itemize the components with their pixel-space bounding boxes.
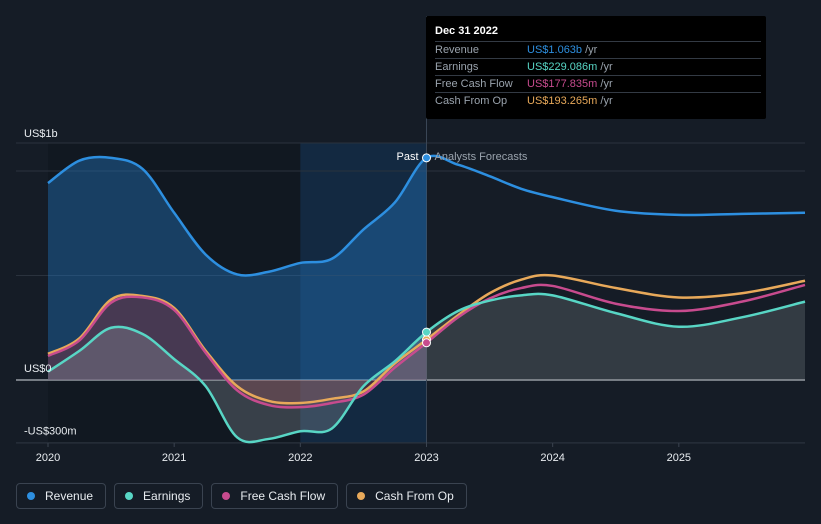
y-tick-label: -US$300m	[24, 426, 77, 438]
legend-label: Cash From Op	[375, 489, 454, 503]
tooltip-value: US$1.063b /yr	[527, 44, 598, 56]
tooltip-name: Earnings	[435, 61, 479, 73]
tooltip-value: US$177.835m /yr	[527, 78, 613, 90]
earnings-point	[422, 327, 431, 337]
legend-label: Earnings	[143, 489, 191, 503]
tooltip-value: US$229.086m /yr	[527, 61, 613, 73]
free-cash-flow-line	[47, 283, 806, 409]
legend-label: Revenue	[45, 489, 94, 503]
y-tick-label: US$1b	[24, 128, 58, 140]
legend-item-earnings[interactable]: Earnings	[114, 483, 204, 509]
legend-dot-icon	[27, 492, 35, 500]
tooltip-row-cfo: Cash From Op US$193.265m /yr	[435, 92, 761, 109]
y-tick-label: US$0	[24, 363, 52, 375]
cash-from-op-line	[47, 273, 806, 405]
legend-dot-icon	[125, 492, 134, 500]
earnings-area-past	[48, 326, 427, 443]
legend-label: Free Cash Flow	[240, 489, 326, 503]
free-cash-flow-area-past	[48, 296, 427, 408]
tooltip-row-fcf: Free Cash Flow US$177.835m /yr	[435, 75, 761, 92]
x-tick-label: 2021	[162, 452, 186, 464]
x-tick-label: 2024	[540, 452, 564, 464]
past-label: Past	[396, 151, 418, 163]
legend: Revenue Earnings Free Cash Flow Cash Fro…	[16, 483, 467, 511]
x-tick-label: 2023	[414, 452, 438, 464]
cash-from-op-area-past	[48, 294, 427, 404]
tooltip-name: Revenue	[435, 44, 480, 56]
tooltip-value: US$193.265m /yr	[527, 95, 613, 107]
tooltip-row-earnings: Earnings US$229.086m /yr	[435, 58, 761, 75]
forecast-label: Analysts Forecasts	[435, 151, 528, 163]
free-cash-flow-point	[422, 338, 431, 348]
revenue-point	[422, 153, 431, 163]
revenue-area-past	[48, 156, 427, 380]
earnings-line	[47, 292, 806, 444]
x-tick-label: 2022	[288, 452, 312, 464]
legend-dot-icon	[357, 492, 366, 500]
earnings-area-forecast	[426, 293, 805, 380]
legend-item-revenue[interactable]: Revenue	[16, 483, 107, 509]
tooltip-name: Cash From Op	[435, 95, 508, 107]
legend-dot-icon	[222, 492, 231, 500]
highlight-band	[300, 143, 427, 443]
tooltip-date: Dec 31 2022	[435, 25, 498, 37]
x-tick-label: 2020	[36, 452, 60, 464]
x-tick-label: 2025	[667, 452, 691, 464]
tooltip-name: Free Cash Flow	[435, 78, 513, 90]
legend-item-free-cash-flow[interactable]: Free Cash Flow	[211, 483, 339, 509]
legend-item-cash-from-op[interactable]: Cash From Op	[346, 483, 467, 509]
tooltip: Dec 31 2022 Revenue US$1.063b /yr Earnin…	[426, 16, 766, 119]
revenue-line	[47, 154, 806, 277]
tooltip-row-revenue: Revenue US$1.063b /yr	[435, 41, 761, 58]
